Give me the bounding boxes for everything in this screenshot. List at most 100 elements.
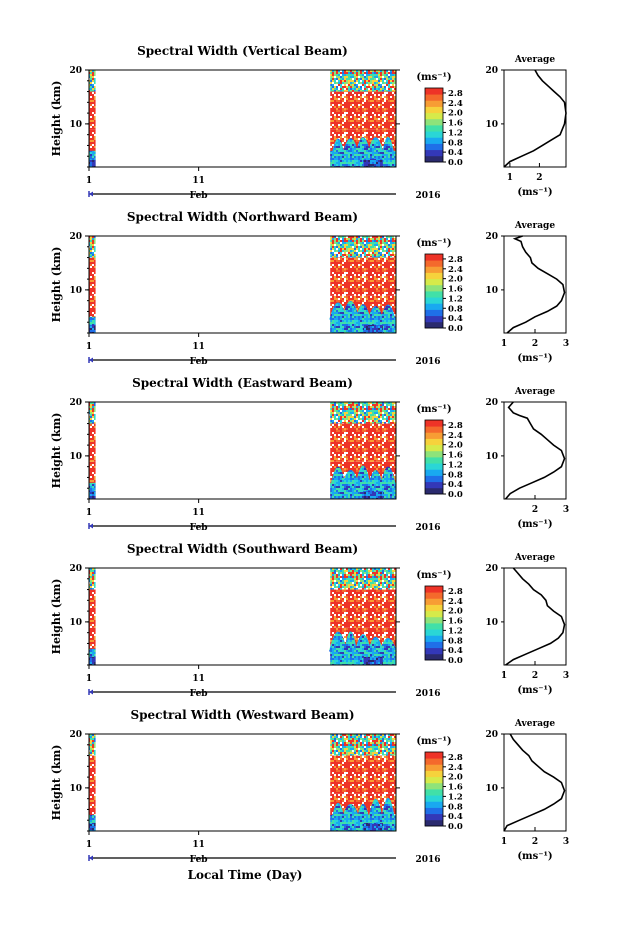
- colorbar-tick-label: 0.8: [448, 470, 463, 480]
- average-x-tick-label: 1: [507, 173, 513, 183]
- colorbar-tick-label: 2.0: [448, 109, 463, 119]
- y-tick-label: 20: [69, 398, 82, 408]
- colorbar-tick-label: 1.2: [448, 792, 463, 802]
- average-unit: (ms⁻¹): [517, 187, 552, 198]
- average-x-tick-label: 1: [501, 671, 507, 681]
- data-span-2: [330, 734, 396, 831]
- y-tick-label: 10: [69, 452, 82, 462]
- average-x-tick-label: 3: [563, 339, 569, 349]
- average-profile-line: [506, 235, 566, 334]
- panel-title: Spectral Width (Southward Beam): [127, 542, 358, 556]
- average-title: Average: [514, 553, 555, 563]
- average-profile-line: [505, 567, 566, 666]
- colorbar-tick-label: 0.8: [448, 304, 463, 314]
- colorbar-tick-label: 0.0: [448, 324, 463, 334]
- average-unit: (ms⁻¹): [517, 519, 552, 530]
- average-title: Average: [514, 719, 555, 729]
- average-x-tick-label: 2: [532, 339, 538, 349]
- average-x-tick-label: 2: [532, 671, 538, 681]
- data-span-2: [329, 568, 397, 665]
- colorbar: (ms⁻¹) 0.00.40.81.21.62.02.42.8: [416, 72, 463, 168]
- x-tick-label: 1: [86, 840, 92, 850]
- y-axis-label: Height (km): [50, 81, 63, 157]
- average-y-tick-label: 20: [485, 564, 498, 574]
- x-tick-label: 1: [86, 176, 92, 186]
- x-tick-label: 11: [192, 674, 205, 684]
- average-frame: [503, 401, 567, 500]
- panel-5: Spectral Width (Westward Beam) 10 20 Height…: [50, 708, 569, 865]
- x-tick-label: 1: [86, 508, 92, 518]
- x-tick-label: 1: [86, 674, 92, 684]
- y-axis-label: Height (km): [50, 413, 63, 489]
- average-x-tick-label: 3: [563, 671, 569, 681]
- y-tick-label: 20: [69, 232, 82, 242]
- x-tick-label: 11: [192, 342, 205, 352]
- year-label: 2016: [415, 523, 440, 533]
- x-tick-label: 11: [192, 176, 205, 186]
- panel-2: Spectral Width (Northward Beam) 10 20 Heigh…: [50, 210, 569, 367]
- colorbar-tick-label: 2.8: [448, 421, 463, 431]
- plot-frame: [88, 733, 397, 832]
- colorbar-tick-label: 1.2: [448, 626, 463, 636]
- plot-frame: [88, 69, 397, 168]
- average-y-tick-label: 20: [485, 66, 498, 76]
- panel-title: Spectral Width (Vertical Beam): [137, 44, 348, 58]
- average-y-tick-label: 20: [485, 730, 498, 740]
- data-span-2: [329, 236, 396, 333]
- y-tick-label: 20: [69, 564, 82, 574]
- average-unit: (ms⁻¹): [517, 353, 552, 364]
- y-tick-label: 10: [69, 784, 82, 794]
- average-x-tick-label: 2: [536, 173, 542, 183]
- colorbar-tick-label: 0.8: [448, 138, 463, 148]
- colorbar-tick-label: 1.6: [448, 119, 463, 129]
- colorbar-tick-label: 0.4: [448, 812, 463, 822]
- colorbar-tick-label: 0.0: [448, 490, 463, 500]
- plot-frame: [88, 401, 397, 500]
- colorbar-tick-label: 0.8: [448, 636, 463, 646]
- colorbar: (ms⁻¹) 0.00.40.81.21.62.02.42.8: [416, 404, 463, 500]
- data-span-2: [330, 402, 396, 499]
- colorbar-tick-label: 0.8: [448, 802, 463, 812]
- year-label: 2016: [415, 855, 440, 865]
- average-panel: Average 10 20 1 2 (ms⁻¹): [485, 55, 567, 198]
- data-span-1: [89, 70, 96, 167]
- month-label: Feb: [190, 855, 208, 865]
- average-unit: (ms⁻¹): [517, 851, 552, 862]
- x-tick-label: 1: [86, 342, 92, 352]
- average-panel: Average 10 20 1 2 3 (ms⁻¹): [485, 221, 569, 364]
- y-tick-label: 10: [69, 120, 82, 130]
- average-y-tick-label: 20: [485, 398, 498, 408]
- average-panel: Average 10 20 2 3 (ms⁻¹): [485, 387, 569, 530]
- average-y-tick-label: 10: [485, 286, 498, 296]
- average-x-tick-label: 3: [563, 837, 569, 847]
- average-unit: (ms⁻¹): [517, 685, 552, 696]
- average-frame: [503, 733, 567, 832]
- y-tick-label: 20: [69, 66, 82, 76]
- average-y-tick-label: 20: [485, 232, 498, 242]
- colorbar-tick-label: 1.2: [448, 294, 463, 304]
- year-label: 2016: [415, 689, 440, 699]
- average-x-tick-label: 3: [563, 505, 569, 515]
- colorbar-unit: (ms⁻¹): [416, 72, 451, 83]
- data-span-1: [89, 568, 96, 665]
- panel-title: Spectral Width (Eastward Beam): [132, 376, 353, 390]
- colorbar-tick-label: 0.4: [448, 314, 463, 324]
- average-x-tick-label: 2: [532, 505, 538, 515]
- month-label: Feb: [190, 191, 208, 201]
- plot-frame: [88, 567, 397, 666]
- year-label: 2016: [415, 191, 440, 201]
- colorbar-tick-label: 2.8: [448, 753, 463, 763]
- average-profile-line: [503, 733, 566, 832]
- average-profile-line: [503, 69, 567, 168]
- average-x-tick-label: 2: [532, 837, 538, 847]
- colorbar-tick-label: 2.4: [448, 431, 463, 441]
- colorbar-tick-label: 0.4: [448, 148, 463, 158]
- y-axis-label: Height (km): [50, 247, 63, 323]
- panel-title: Spectral Width (Northward Beam): [127, 210, 358, 224]
- average-title: Average: [514, 55, 555, 65]
- colorbar-unit: (ms⁻¹): [416, 404, 451, 415]
- panel-1: Spectral Width (Vertical Beam) 10 20 Height…: [50, 44, 567, 201]
- data-span-2: [330, 70, 396, 167]
- average-title: Average: [514, 387, 555, 397]
